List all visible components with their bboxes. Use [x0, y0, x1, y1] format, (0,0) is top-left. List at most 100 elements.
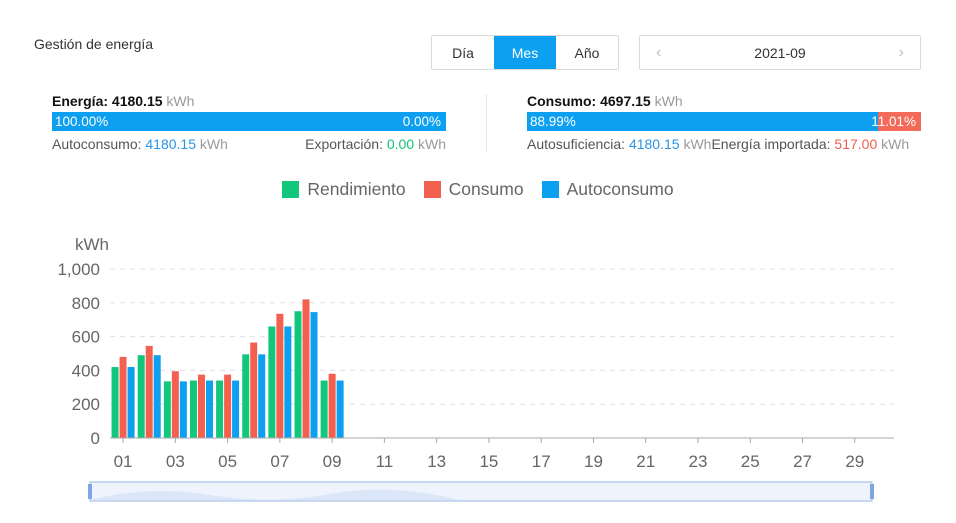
bar-rendimiento-05[interactable] — [216, 380, 224, 438]
consumption-panel: Consumo: 4697.15 kWh 88.99% 11.01% Autos… — [527, 92, 936, 152]
consumption-right-pct: 11.01% — [871, 114, 916, 129]
energy-footer: Autoconsumo: 4180.15 kWh Exportación: 0.… — [52, 136, 446, 152]
legend-item-autoconsumo[interactable]: Autoconsumo — [541, 179, 674, 200]
bar-consumo-06[interactable] — [250, 342, 258, 438]
bar-rendimiento-08[interactable] — [294, 311, 302, 438]
energy-right-pct: 0.00% — [402, 114, 441, 129]
x-tick-label: 07 — [270, 452, 289, 471]
x-tick-label: 23 — [689, 452, 708, 471]
bar-consumo-08[interactable] — [302, 299, 310, 438]
y-tick-label: 200 — [72, 395, 100, 414]
x-tick-label: 25 — [741, 452, 760, 471]
bar-autoconsumo-05[interactable] — [232, 380, 240, 438]
bar-autoconsumo-07[interactable] — [284, 326, 292, 438]
bar-consumo-02[interactable] — [145, 345, 153, 438]
legend-swatch-rendimiento — [282, 181, 300, 198]
bar-consumo-01[interactable] — [119, 356, 127, 438]
consumption-ratio-bar: 88.99% 11.01% — [527, 112, 921, 131]
consumption-self-fill — [527, 112, 878, 131]
energy-left-pct: 100.00% — [55, 114, 109, 129]
bar-consumo-09[interactable] — [328, 373, 336, 438]
bar-autoconsumo-04[interactable] — [205, 380, 213, 438]
bar-autoconsumo-08[interactable] — [310, 312, 318, 438]
import-value: 517.00 — [834, 136, 878, 152]
bar-autoconsumo-06[interactable] — [258, 354, 266, 438]
legend-item-consumo[interactable]: Consumo — [423, 179, 524, 200]
x-tick-label: 09 — [323, 452, 342, 471]
x-tick-label: 11 — [376, 452, 394, 471]
x-tick-label: 13 — [427, 452, 446, 471]
consumption-import-fill — [877, 112, 921, 131]
sufficiency-label: Autosuficiencia: — [527, 136, 626, 152]
y-tick-label: 1,000 — [57, 260, 100, 279]
energy-self-fill — [52, 112, 446, 131]
bar-autoconsumo-01[interactable] — [127, 367, 135, 438]
bar-consumo-03[interactable] — [171, 371, 179, 438]
legend-item-rendimiento[interactable]: Rendimiento — [282, 179, 406, 200]
bar-rendimiento-03[interactable] — [163, 381, 171, 438]
legend-label-autoconsumo: Autoconsumo — [566, 179, 674, 199]
x-tick-label: 27 — [793, 452, 812, 471]
bar-rendimiento-04[interactable] — [189, 380, 197, 438]
x-tick-label: 29 — [845, 452, 864, 471]
page-title: Gestión de energía — [34, 36, 154, 52]
energy-label: Energía: — [52, 93, 109, 109]
export-unit: kWh — [418, 136, 446, 152]
bar-consumo-05[interactable] — [224, 374, 232, 438]
bars-group — [111, 299, 344, 438]
zoom-preview-area — [90, 489, 460, 500]
zoom-handle-right[interactable] — [870, 484, 874, 499]
bar-rendimiento-01[interactable] — [111, 367, 119, 438]
bar-rendimiento-09[interactable] — [320, 380, 328, 438]
self-consumption-unit: kWh — [199, 136, 228, 152]
gridlines — [110, 268, 894, 405]
sufficiency-value: 4180.15 — [628, 136, 680, 152]
tab-ano[interactable]: Año — [574, 44, 600, 61]
import-unit: kWh — [881, 136, 910, 152]
bar-rendimiento-07[interactable] — [268, 326, 276, 438]
bar-consumo-07[interactable] — [276, 313, 284, 438]
date-value: 2021-09 — [754, 44, 806, 61]
x-tick-label: 21 — [636, 452, 655, 471]
consumption-header: Consumo: 4697.15 kWh — [527, 92, 936, 110]
export-value: 0.00 — [386, 136, 415, 152]
bar-autoconsumo-02[interactable] — [153, 355, 161, 438]
bar-rendimiento-06[interactable] — [242, 354, 250, 438]
tab-mes[interactable]: Mes — [494, 36, 556, 69]
y-tick-label: 600 — [72, 328, 100, 347]
chevron-left-icon[interactable]: ‹ — [656, 43, 662, 61]
x-axis-ticks: 01 03 05 07 09 11 13 15 17 19 21 23 25 27 29 — [114, 438, 864, 471]
legend-label-rendimiento: Rendimiento — [307, 179, 406, 199]
tab-dia[interactable]: Día — [452, 44, 474, 61]
data-zoom-slider[interactable] — [88, 481, 874, 502]
bar-consumo-04[interactable] — [197, 374, 205, 438]
y-tick-label: 800 — [72, 294, 100, 313]
consumption-footer: Autosuficiencia: 4180.15 kWh Energía imp… — [527, 136, 936, 152]
x-tick-label: 17 — [532, 452, 551, 471]
consumption-unit: kWh — [654, 93, 683, 109]
energy-ratio-bar: 100.00% 0.00% — [52, 112, 446, 131]
sufficiency-unit: kWh — [683, 136, 712, 152]
legend-swatch-autoconsumo — [541, 181, 559, 198]
x-tick-label: 03 — [166, 452, 185, 471]
bar-autoconsumo-03[interactable] — [179, 381, 187, 438]
zoom-handle-left[interactable] — [88, 484, 92, 499]
export-label: Exportación: — [305, 136, 383, 152]
chevron-right-icon[interactable]: › — [898, 43, 904, 61]
self-consumption-value: 4180.15 — [145, 136, 196, 152]
chart-legend: Rendimiento Consumo Autoconsumo — [0, 179, 956, 200]
period-selector: Día Mes Año — [431, 35, 619, 70]
date-picker[interactable]: ‹ 2021-09 › — [639, 35, 921, 70]
y-tick-label: 400 — [72, 361, 100, 380]
energy-panel: Energía: 4180.15 kWh 100.00% 0.00% Autoc… — [52, 92, 446, 152]
x-tick-label: 15 — [479, 452, 498, 471]
x-tick-label: 01 — [114, 452, 133, 471]
bar-autoconsumo-09[interactable] — [336, 380, 344, 438]
consumption-value: 4697.15 — [600, 93, 651, 109]
bar-rendimiento-02[interactable] — [137, 355, 145, 438]
energy-unit: kWh — [166, 93, 195, 109]
import-label: Energía importada: — [711, 136, 831, 152]
y-axis-label: kWh — [75, 235, 109, 254]
y-axis-ticks: 0 200 400 600 800 1,000 — [57, 260, 100, 448]
